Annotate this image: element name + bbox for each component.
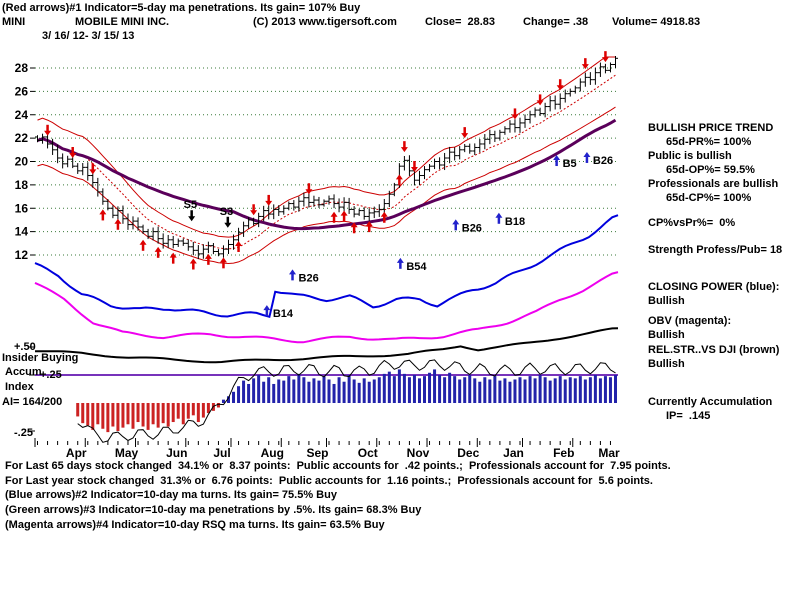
svg-text:14: 14	[15, 225, 29, 239]
analysis-panel-line: 65d-CP%= 100%	[666, 192, 752, 204]
footer-year-summary: For Last year stock changed 31.3% or 6.7…	[5, 475, 653, 487]
svg-text:Mar: Mar	[598, 446, 620, 460]
analysis-panel-line: 65d-PR%= 100%	[666, 136, 752, 148]
svg-text:Apr: Apr	[66, 446, 87, 460]
svg-text:Jul: Jul	[213, 446, 230, 460]
analysis-panel-line: Public is bullish	[648, 150, 732, 162]
analysis-panel-line: BULLISH PRICE TREND	[648, 122, 774, 134]
accum-minus25-label: -.25	[14, 427, 33, 439]
svg-text:B26: B26	[593, 155, 613, 167]
svg-text:B26: B26	[462, 222, 482, 234]
svg-text:B14: B14	[273, 308, 294, 320]
volume-value: Volume= 4918.83	[612, 16, 701, 28]
svg-text:Aug: Aug	[261, 446, 284, 460]
svg-text:Sep: Sep	[306, 446, 328, 460]
svg-text:Jun: Jun	[166, 446, 187, 460]
indicator4-caption: (Magenta arrows)#4 Indicator=10-day RSQ …	[5, 519, 385, 531]
svg-text:Oct: Oct	[358, 446, 378, 460]
svg-text:18: 18	[15, 178, 29, 192]
company-name: MOBILE MINI INC.	[75, 16, 170, 28]
svg-text:Nov: Nov	[407, 446, 430, 460]
index-label: Index	[5, 381, 34, 393]
analysis-panel-line: Currently Accumulation	[648, 396, 773, 408]
analysis-panel-line: CLOSING POWER (blue):	[648, 281, 780, 293]
svg-text:B26: B26	[299, 272, 319, 284]
svg-text:24: 24	[15, 108, 29, 122]
analysis-panel-line: 65d-OP%= 59.5%	[666, 164, 755, 176]
svg-text:B18: B18	[505, 216, 525, 228]
analysis-panel-line: Professionals are bullish	[648, 178, 779, 190]
ai-value-label: AI= 164/200	[2, 396, 63, 408]
copyright-text: (C) 2013 www.tigersoft.com	[253, 16, 397, 28]
accum-plus25-label: +.25	[40, 369, 62, 381]
svg-text:28: 28	[15, 61, 29, 75]
analysis-panel-line: CP%vsPr%= 0%	[648, 217, 736, 229]
date-range: 3/ 16/ 12- 3/ 15/ 13	[42, 30, 135, 42]
analysis-panel-line: Bullish	[648, 295, 685, 307]
svg-text:S5: S5	[184, 199, 197, 211]
svg-text:May: May	[115, 446, 139, 460]
svg-text:Feb: Feb	[553, 446, 574, 460]
close-value: Close= 28.83	[425, 16, 496, 28]
analysis-panel-line: Strength Profess/Pub= 18	[648, 244, 783, 256]
analysis-panel-line: REL.STR..VS DJI (brown)	[648, 344, 780, 356]
svg-text:B54: B54	[406, 261, 427, 273]
change-value: Change= .38	[523, 16, 589, 28]
footer-65day-summary: For Last 65 days stock changed 34.1% or …	[5, 460, 671, 472]
indicator3-caption: (Green arrows)#3 Indicator=10-day ma pen…	[5, 504, 422, 516]
svg-text:16: 16	[15, 201, 29, 215]
svg-text:12: 12	[15, 248, 29, 262]
svg-text:20: 20	[15, 155, 29, 169]
svg-text:B5: B5	[563, 158, 577, 170]
indicator1-caption: (Red arrows)#1 Indicator=5-day ma penetr…	[2, 2, 361, 14]
accum-label: Accum	[5, 366, 42, 378]
analysis-panel-line: IP= .145	[666, 410, 711, 422]
ticker-symbol: MINI	[2, 16, 26, 28]
svg-text:26: 26	[15, 84, 29, 98]
svg-text:22: 22	[15, 131, 29, 145]
accum-plus50-label: +.50	[14, 341, 36, 353]
analysis-panel-line: Bullish	[648, 358, 685, 370]
svg-text:Jan: Jan	[503, 446, 524, 460]
insider-buying-label: Insider Buying	[2, 352, 79, 364]
analysis-panel-line: Bullish	[648, 329, 685, 341]
svg-text:S3: S3	[220, 206, 233, 218]
indicator2-caption: (Blue arrows)#2 Indicator=10-day ma turn…	[5, 489, 337, 501]
analysis-panel-line: OBV (magenta):	[648, 315, 732, 327]
svg-text:Dec: Dec	[457, 446, 479, 460]
